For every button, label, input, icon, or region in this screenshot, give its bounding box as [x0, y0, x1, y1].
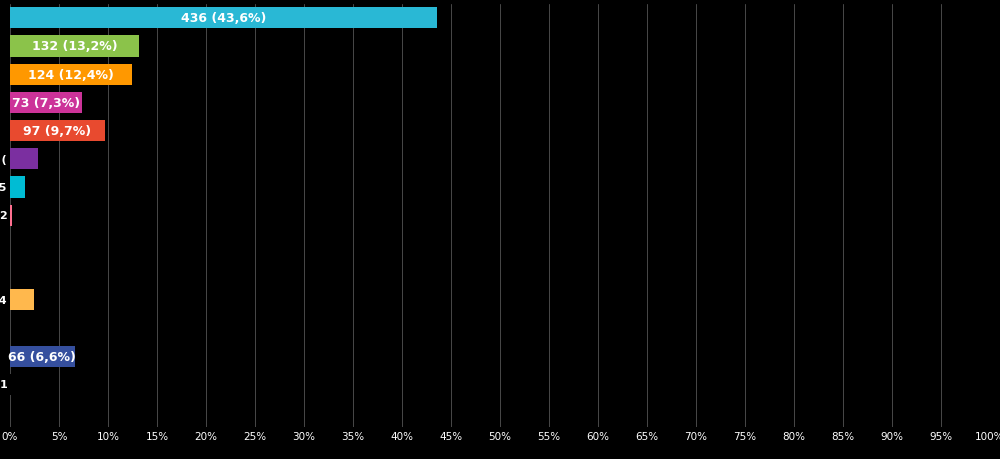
- Bar: [10, 149, 38, 170]
- Bar: [10, 8, 437, 29]
- Bar: [10, 205, 12, 226]
- Text: 24: 24: [0, 295, 7, 305]
- Bar: [10, 177, 25, 198]
- Text: 97 (9,7%): 97 (9,7%): [23, 125, 92, 138]
- Bar: [10, 64, 132, 85]
- Text: 132 (13,2%): 132 (13,2%): [32, 40, 117, 53]
- Bar: [10, 121, 105, 142]
- Text: 66 (6,6%): 66 (6,6%): [8, 350, 76, 363]
- Bar: [10, 290, 34, 311]
- Text: 29 (: 29 (: [0, 154, 7, 164]
- Text: 1: 1: [0, 380, 7, 390]
- Text: 73 (7,3%): 73 (7,3%): [12, 97, 80, 110]
- Text: 2: 2: [0, 211, 7, 221]
- Text: 15: 15: [0, 183, 7, 193]
- Bar: [10, 346, 75, 367]
- Text: 124 (12,4%): 124 (12,4%): [28, 68, 114, 81]
- Bar: [10, 93, 82, 114]
- Text: 436 (43,6%): 436 (43,6%): [181, 12, 266, 25]
- Bar: [10, 36, 139, 57]
